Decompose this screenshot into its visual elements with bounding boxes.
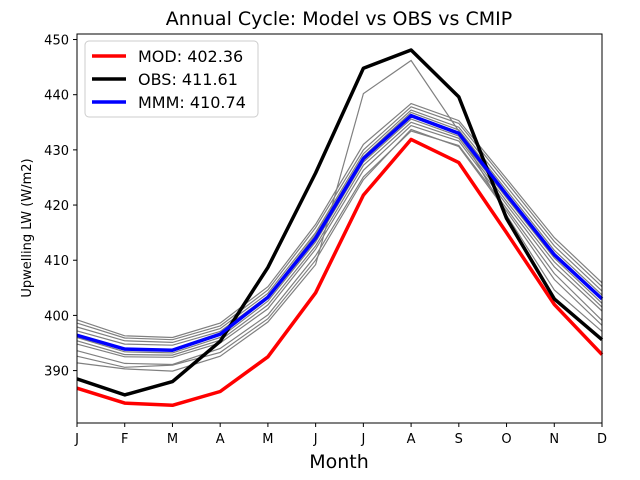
y-tick-label-400: 400 — [44, 309, 69, 324]
x-tick-label-7: J — [360, 432, 365, 447]
legend-box — [84, 40, 259, 118]
x-tick-label-3: M — [167, 432, 178, 447]
main-series-lines — [76, 48, 604, 408]
series-line-mmm — [76, 113, 604, 352]
legend-label-obs: OBS: 411.61 — [138, 70, 238, 89]
series-line-obs — [76, 48, 604, 397]
ensemble-line-3 — [76, 109, 603, 344]
y-tick-label-440: 440 — [44, 89, 69, 104]
y-axis: 390 400 410 420 430 440 450 — [44, 34, 77, 380]
series-line-mod — [76, 137, 604, 408]
ensemble-line-9 — [76, 128, 603, 368]
ensemble-line-5 — [76, 118, 603, 354]
x-tick-label-1: J — [74, 432, 79, 447]
x-tick-label-11: N — [549, 432, 559, 447]
legend-label-mod: MOD: 402.36 — [138, 47, 243, 66]
ensemble-line-10 — [76, 59, 603, 372]
x-tick-label-5: M — [262, 432, 273, 447]
x-axis-label: Month — [309, 451, 369, 473]
x-tick-label-9: S — [455, 432, 463, 447]
ensemble-lines — [76, 59, 603, 372]
y-axis-label: Upwelling LW (W/m2) — [20, 158, 35, 297]
y-tick-label-410: 410 — [44, 254, 69, 269]
x-tick-label-4: A — [216, 432, 225, 447]
y-tick-label-420: 420 — [44, 199, 69, 214]
y-tick-label-430: 430 — [44, 144, 69, 159]
y-tick-label-450: 450 — [44, 34, 69, 49]
legend: MOD: 402.36 OBS: 411.61 MMM: 410.74 — [84, 40, 259, 118]
legend-label-mmm: MMM: 410.74 — [138, 93, 246, 112]
plot-frame — [76, 33, 603, 424]
x-tick-label-8: A — [407, 432, 416, 447]
ensemble-line-2 — [76, 106, 603, 341]
x-tick-label-12: D — [597, 432, 607, 447]
x-tick-label-2: F — [121, 432, 128, 447]
y-tick-label-390: 390 — [44, 365, 69, 380]
chart-title: Annual Cycle: Model vs OBS vs CMIP — [166, 8, 512, 30]
x-tick-label-6: J — [313, 432, 318, 447]
ensemble-line-8 — [76, 130, 603, 366]
ensemble-line-7 — [76, 124, 603, 358]
x-tick-label-10: O — [501, 432, 511, 447]
ensemble-line-6 — [76, 121, 603, 356]
ensemble-line-1 — [76, 102, 603, 339]
